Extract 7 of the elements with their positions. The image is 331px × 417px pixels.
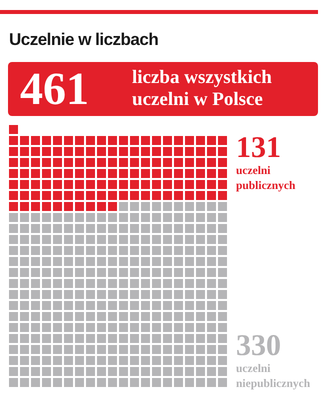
text: Uczelnie w liczbach [9,30,158,50]
category-label: uczelni publicznych [236,164,296,194]
text: 461 [20,63,89,114]
data-label: 131 [236,131,282,164]
text: liczba wszystkich uczelni w Polsce [132,67,273,111]
category-label: uczelni niepublicznych [236,362,312,392]
data-label: 330 [236,329,282,362]
